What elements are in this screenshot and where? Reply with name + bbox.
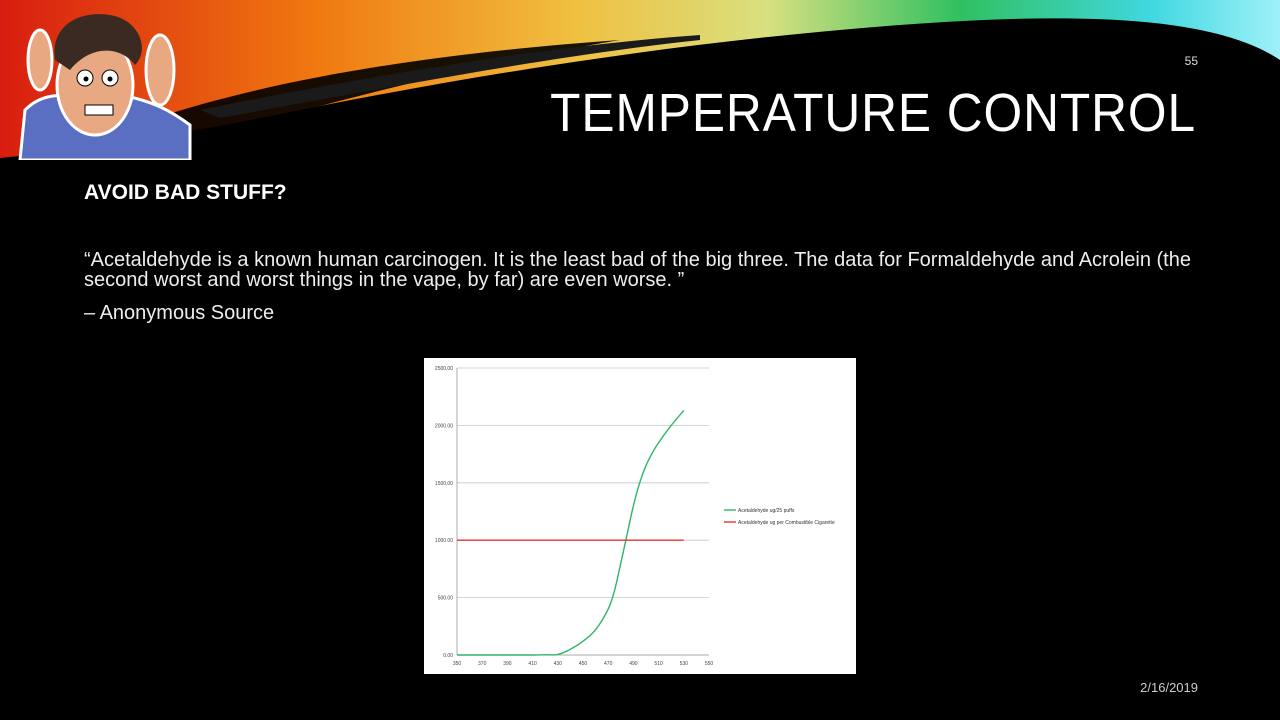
legend-label: Acetaldehyde ug/25 puffs (738, 508, 795, 514)
x-tick-label: 370 (478, 661, 487, 667)
x-tick-label: 550 (705, 661, 714, 667)
slide-title: TEMPERATURE CONTROL (550, 83, 1196, 143)
quote-attribution: – Anonymous Source (84, 302, 275, 324)
subheading: AVOID BAD STUFF? (84, 181, 287, 204)
slide-number: 55 (1184, 54, 1198, 68)
y-tick-label: 1000.00 (435, 538, 453, 544)
legend-label: Acetaldehyde ug per Combustible Cigarett… (738, 520, 835, 526)
x-tick-label: 510 (654, 661, 663, 667)
x-tick-label: 470 (604, 661, 613, 667)
x-tick-label: 450 (579, 661, 588, 667)
y-tick-label: 0.00 (443, 653, 453, 659)
x-tick-label: 350 (453, 661, 462, 667)
header-swoosh-banner (0, 0, 1280, 158)
x-tick-label: 430 (554, 661, 563, 667)
x-tick-label: 530 (680, 661, 689, 667)
series-line (457, 410, 685, 656)
y-tick-label: 2500.00 (435, 366, 453, 372)
y-tick-label: 1500.00 (435, 481, 453, 487)
y-tick-label: 500.00 (438, 596, 454, 602)
quote-text: “Acetaldehyde is a known human carcinoge… (84, 249, 1191, 291)
slide-date: 2/16/2019 (1140, 680, 1198, 695)
x-tick-label: 410 (528, 661, 537, 667)
stressed-man-cartoon-image (18, 14, 192, 160)
x-tick-label: 490 (629, 661, 638, 667)
x-tick-label: 390 (503, 661, 512, 667)
acetaldehyde-line-chart: 0.00 500.00 1000.00 1500.00 2000.00 2500.00 35… (424, 358, 856, 674)
y-tick-label: 2000.00 (435, 423, 453, 429)
